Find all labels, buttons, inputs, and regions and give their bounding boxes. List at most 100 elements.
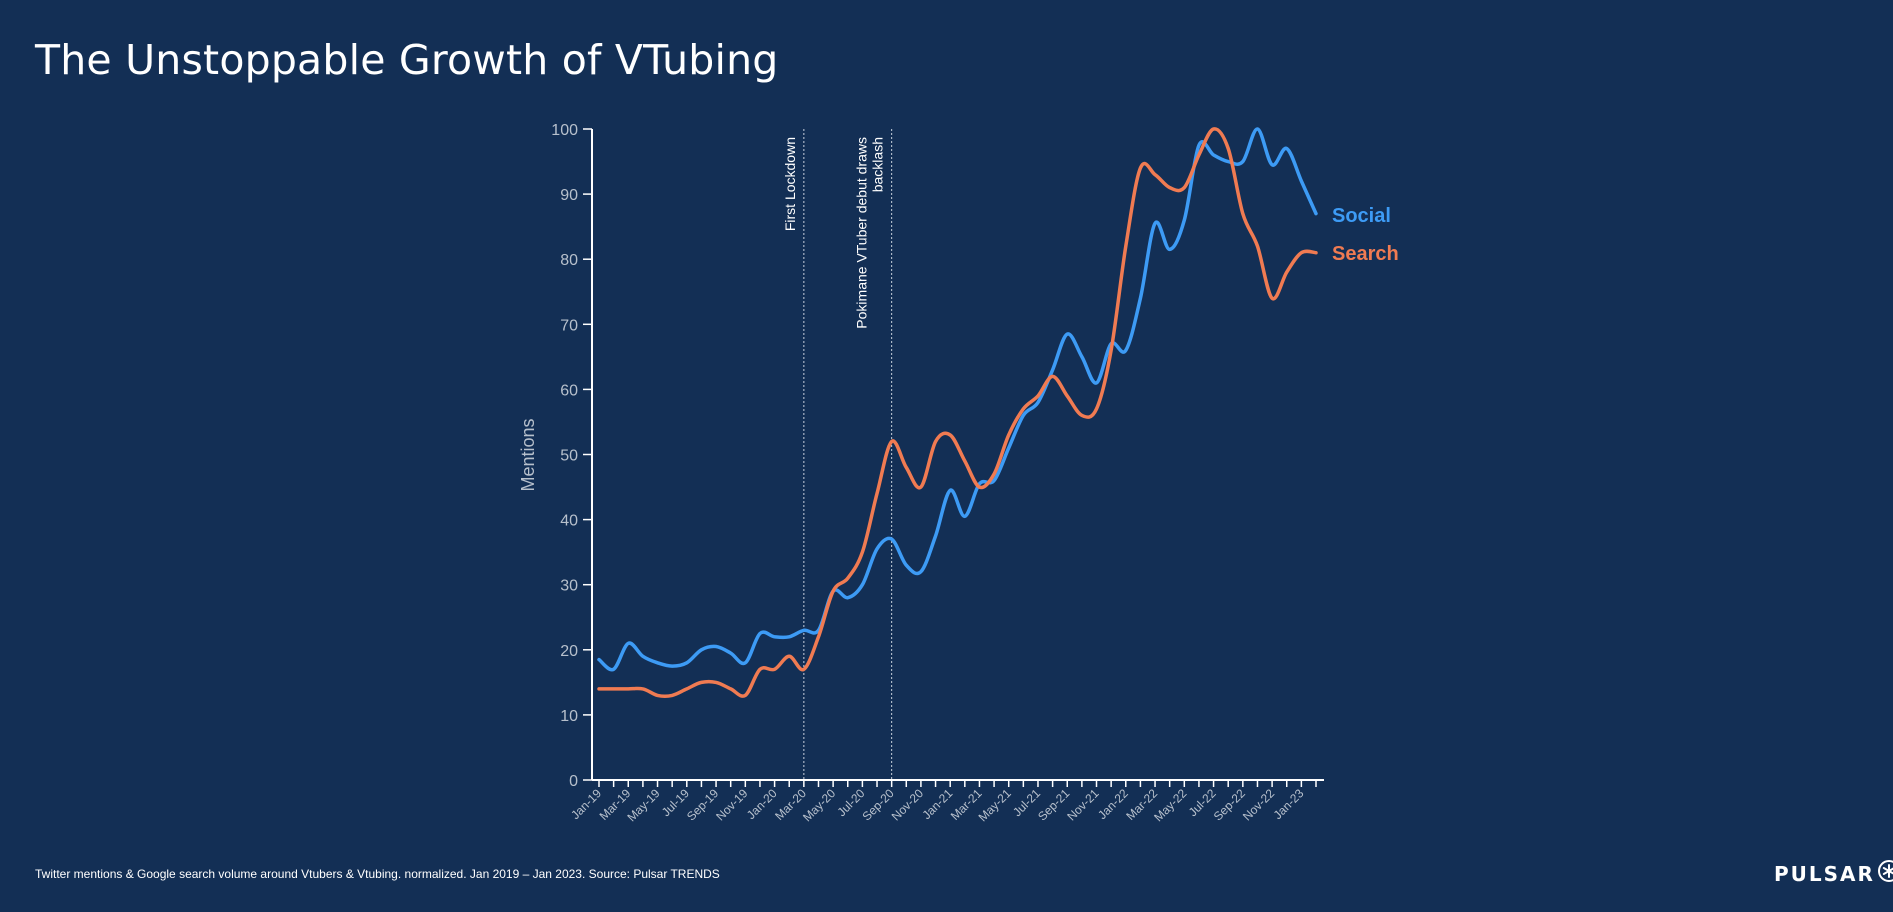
data-point-search (1168, 186, 1171, 189)
x-tick-label: Jan-23 (1271, 786, 1307, 822)
data-point-social (1197, 144, 1200, 147)
data-point-social (700, 648, 703, 651)
data-point-social (876, 547, 879, 550)
legend-label-search: Search (1332, 243, 1399, 265)
data-point-search (1036, 394, 1039, 397)
data-point-social (788, 635, 791, 638)
data-point-social (802, 629, 805, 632)
data-point-social (934, 534, 937, 537)
annotation-label: Pokimane VTuber debut draws (854, 137, 870, 329)
data-point-social (1300, 180, 1303, 183)
data-point-social (1139, 297, 1142, 300)
data-point-search (1066, 394, 1069, 397)
data-point-social (1241, 160, 1244, 163)
asterisk-circle-icon (1877, 860, 1893, 882)
data-point-search (963, 460, 966, 463)
data-point-search (1271, 297, 1274, 300)
y-tick-label: 30 (560, 578, 578, 595)
x-tick-label: May-20 (800, 786, 838, 824)
data-point-social (993, 479, 996, 482)
y-axis-label: Mentions (518, 418, 538, 491)
data-point-search (598, 687, 601, 690)
data-point-search (949, 433, 952, 436)
data-point-social (656, 661, 659, 664)
data-point-search (832, 590, 835, 593)
x-tick-label: May-19 (624, 786, 662, 824)
y-tick-label: 60 (560, 382, 578, 399)
data-point-social (1036, 401, 1039, 404)
data-point-search (1124, 245, 1127, 248)
y-tick-label: 100 (551, 122, 578, 139)
data-point-social (1227, 160, 1230, 163)
x-tick-label: Sep-21 (1035, 786, 1072, 823)
annotation-label: First Lockdown (782, 137, 798, 231)
source-footnote: Twitter mentions & Google search volume … (35, 867, 720, 881)
data-point-search (1095, 407, 1098, 410)
data-point-social (949, 489, 952, 492)
data-point-social (861, 583, 864, 586)
x-tick-label: Sep-20 (860, 786, 897, 823)
x-tick-label: Nov-19 (713, 786, 750, 823)
data-point-social (905, 564, 908, 567)
data-point-search (978, 486, 981, 489)
data-point-social (773, 635, 776, 638)
data-point-search (685, 687, 688, 690)
annotation-label: backlash (870, 137, 886, 192)
data-point-social (1095, 381, 1098, 384)
data-point-social (1271, 163, 1274, 166)
x-tick-label: Sep-22 (1211, 786, 1248, 823)
data-point-social (729, 652, 732, 655)
data-point-search (1154, 173, 1157, 176)
data-point-search (1051, 375, 1054, 378)
data-point-social (1080, 355, 1083, 358)
series-line-search (597, 127, 1318, 698)
data-point-social (671, 665, 674, 668)
data-point-search (1315, 251, 1318, 254)
data-point-search (1022, 407, 1025, 410)
x-tick-label: Nov-22 (1240, 786, 1277, 823)
data-point-search (1139, 167, 1142, 170)
data-point-social (1183, 219, 1186, 222)
data-point-search (905, 466, 908, 469)
data-point-search (1197, 154, 1200, 157)
data-point-search (861, 551, 864, 554)
data-point-search (671, 694, 674, 697)
data-point-search (715, 681, 718, 684)
data-point-social (1066, 333, 1069, 336)
data-point-social (919, 570, 922, 573)
data-point-search (1241, 212, 1244, 215)
y-tick-label: 70 (560, 317, 578, 334)
y-tick-label: 50 (560, 448, 578, 465)
data-point-social (612, 668, 615, 671)
y-tick-label: 20 (560, 643, 578, 660)
data-point-search (817, 635, 820, 638)
data-point-search (1110, 349, 1113, 352)
page-title: The Unstoppable Growth of VTubing (35, 36, 779, 84)
data-point-social (1168, 248, 1171, 251)
y-tick-label: 90 (560, 187, 578, 204)
data-point-search (1227, 147, 1230, 150)
data-point-social (1124, 349, 1127, 352)
data-point-search (1300, 251, 1303, 254)
data-point-search (1256, 245, 1259, 248)
pulsar-logo: PULSAR (1774, 860, 1893, 886)
data-point-search (729, 687, 732, 690)
data-point-search (919, 486, 922, 489)
data-point-search (934, 440, 937, 443)
data-point-search (846, 577, 849, 580)
data-point-social (758, 632, 761, 635)
legend-label-social: Social (1332, 205, 1391, 227)
data-point-social (890, 538, 893, 541)
data-point-search (1212, 128, 1215, 131)
data-point-search (627, 687, 630, 690)
y-tick-label: 0 (569, 773, 578, 790)
data-point-social (744, 661, 747, 664)
brand-name: PULSAR (1774, 862, 1875, 886)
data-point-search (641, 687, 644, 690)
data-point-social (1007, 446, 1010, 449)
data-point-search (744, 694, 747, 697)
data-point-search (1080, 414, 1083, 417)
x-tick-label: Sep-19 (684, 786, 721, 823)
data-point-social (715, 645, 718, 648)
